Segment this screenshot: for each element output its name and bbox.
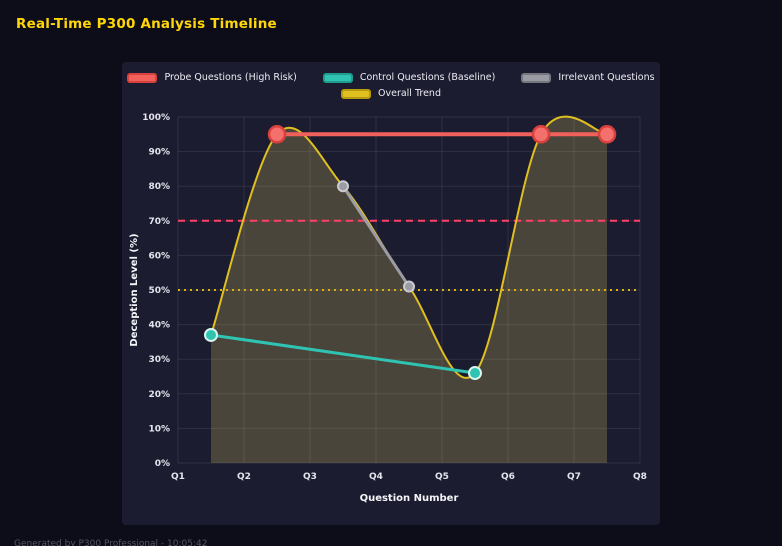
data-point-marker[interactable] bbox=[597, 125, 617, 144]
legend-label: Probe Questions (High Risk) bbox=[164, 72, 297, 83]
x-tick-label: Q3 bbox=[303, 472, 317, 482]
legend-swatch bbox=[127, 72, 158, 83]
y-tick-label: 60% bbox=[148, 251, 170, 261]
y-tick-label: 30% bbox=[148, 355, 170, 365]
x-tick-label: Q7 bbox=[567, 472, 581, 482]
y-tick-label: 90% bbox=[148, 148, 170, 158]
series-line bbox=[341, 184, 411, 289]
data-point-marker[interactable] bbox=[267, 125, 287, 144]
y-tick-label: 0% bbox=[155, 459, 170, 469]
y-tick-label: 40% bbox=[148, 321, 170, 331]
legend-label: Irrelevant Questions bbox=[558, 72, 655, 83]
y-tick-label: 50% bbox=[148, 286, 170, 296]
x-tick-label: Q5 bbox=[435, 472, 449, 482]
x-tick-label: Q1 bbox=[171, 472, 185, 482]
x-tick-label: Q2 bbox=[237, 472, 251, 482]
page-title: Real-Time P300 Analysis Timeline bbox=[16, 16, 277, 32]
axes: Q1 Q2 Q3 Q4 Q5 Q6 Q7 Q8 0% 10% 20% 30% 40% 50% 60% 70% 8… bbox=[129, 113, 647, 504]
chart-legend: Probe Questions (High Risk) Control Quest… bbox=[122, 62, 660, 99]
data-point-marker[interactable] bbox=[531, 125, 551, 144]
x-tick-label: Q8 bbox=[633, 472, 647, 482]
y-axis-title: Deception Level (%) bbox=[129, 233, 140, 346]
legend-item[interactable]: Irrelevant Questions bbox=[521, 72, 655, 83]
y-tick-label: 70% bbox=[148, 217, 170, 227]
data-point-marker[interactable] bbox=[403, 280, 415, 293]
x-tick-label: Q4 bbox=[369, 472, 383, 482]
legend-item[interactable]: Overall Trend bbox=[341, 88, 441, 99]
legend-label: Control Questions (Baseline) bbox=[359, 72, 496, 83]
legend-item[interactable]: Probe Questions (High Risk) bbox=[127, 72, 297, 83]
threshold-lines bbox=[178, 219, 640, 291]
series-markers bbox=[204, 125, 617, 381]
data-point-marker[interactable] bbox=[468, 366, 482, 381]
legend-row: Overall Trend bbox=[122, 88, 660, 99]
legend-swatch bbox=[341, 88, 371, 99]
legend-item[interactable]: Control Questions (Baseline) bbox=[322, 72, 496, 83]
legend-swatch bbox=[322, 72, 353, 83]
chart-panel: Probe Questions (High Risk) Control Quest… bbox=[122, 62, 660, 525]
footer-timestamp: Generated by P300 Professional - 10:05:4… bbox=[14, 539, 208, 546]
data-point-marker[interactable] bbox=[204, 327, 218, 342]
legend-label: Overall Trend bbox=[378, 88, 441, 99]
legend-swatch bbox=[521, 72, 552, 83]
x-tick-label: Q6 bbox=[501, 472, 515, 482]
chart-svg: Q1 Q2 Q3 Q4 Q5 Q6 Q7 Q8 0% 10% 20% 30% 40% 50% 60% 70% 8… bbox=[129, 113, 647, 504]
data-point-marker[interactable] bbox=[337, 180, 349, 193]
y-tick-label: 10% bbox=[148, 424, 170, 434]
legend-row: Probe Questions (High Risk) Control Quest… bbox=[122, 72, 660, 83]
series-line bbox=[209, 333, 477, 375]
y-tick-label: 80% bbox=[148, 182, 170, 192]
x-axis-title: Question Number bbox=[360, 493, 459, 504]
y-tick-label: 100% bbox=[142, 113, 170, 123]
y-tick-label: 20% bbox=[148, 390, 170, 400]
